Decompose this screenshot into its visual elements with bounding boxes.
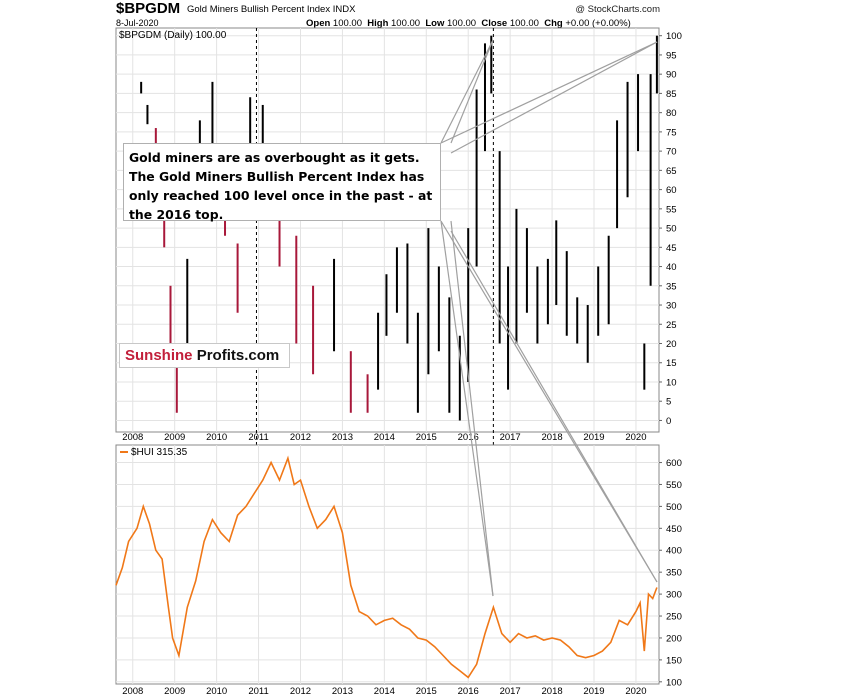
x-tick-label: 2008 bbox=[122, 686, 143, 697]
y-tick-label: 550 bbox=[666, 480, 682, 491]
high-value: 100.00 bbox=[391, 18, 421, 29]
y-tick-label: 0 bbox=[666, 416, 671, 427]
y-tick-label: 100 bbox=[666, 677, 682, 688]
x-tick-label: 2011 bbox=[248, 686, 268, 697]
y-tick-label: 15 bbox=[666, 358, 677, 369]
y-tick-label: 10 bbox=[666, 377, 677, 388]
y-tick-label: 250 bbox=[666, 612, 682, 623]
annotation-callout: Gold miners are as overbought as it gets… bbox=[123, 143, 441, 222]
y-tick-label: 20 bbox=[666, 339, 677, 350]
x-tick-label: 2010 bbox=[206, 686, 227, 697]
x-tick-label: 2018 bbox=[542, 432, 563, 443]
x-tick-label: 2009 bbox=[164, 432, 185, 443]
logo-part-profits: Profits.com bbox=[196, 347, 280, 364]
exchange-label: INDX bbox=[332, 4, 356, 15]
x-tick-label: 2012 bbox=[290, 432, 311, 443]
y-tick-label: 35 bbox=[666, 281, 677, 292]
y-tick-label: 5 bbox=[666, 397, 671, 408]
y-tick-label: 600 bbox=[666, 458, 682, 469]
open-value: 100.00 bbox=[332, 18, 362, 29]
y-tick-label: 450 bbox=[666, 524, 682, 535]
x-tick-label: 2014 bbox=[374, 432, 395, 443]
y-tick-label: 30 bbox=[666, 301, 677, 312]
ohlc-readout: Open 100.00 High 100.00 Low 100.00 Close… bbox=[306, 18, 631, 29]
x-tick-label: 2014 bbox=[374, 686, 395, 697]
stockcharts-credit: @ StockCharts.com bbox=[575, 4, 660, 15]
y-tick-label: 300 bbox=[666, 590, 682, 601]
x-tick-label: 2016 bbox=[458, 686, 479, 697]
chg-value: +0.00 (+0.00%) bbox=[565, 18, 631, 29]
bpgdm-legend: $BPGDM (Daily) 100.00 bbox=[119, 30, 227, 41]
callout-pointer-line bbox=[450, 230, 658, 583]
x-tick-label: 2008 bbox=[122, 432, 143, 443]
x-tick-label: 2015 bbox=[416, 686, 437, 697]
y-tick-label: 85 bbox=[666, 89, 677, 100]
x-tick-label: 2010 bbox=[206, 432, 227, 443]
y-tick-label: 25 bbox=[666, 320, 677, 331]
y-tick-label: 80 bbox=[666, 108, 677, 119]
x-tick-label: 2015 bbox=[416, 432, 437, 443]
callout-pointer-line bbox=[440, 41, 658, 144]
x-tick-label: 2012 bbox=[290, 686, 311, 697]
hui-series-line bbox=[115, 455, 658, 679]
y-tick-label: 500 bbox=[666, 502, 682, 513]
y-tick-label: 400 bbox=[666, 546, 682, 557]
y-tick-label: 100 bbox=[666, 31, 682, 42]
chg-label: Chg bbox=[544, 18, 563, 29]
panel-frame bbox=[115, 444, 660, 685]
y-tick-label: 150 bbox=[666, 655, 682, 666]
chart-date: 8-Jul-2020 bbox=[116, 18, 159, 28]
y-tick-label: 75 bbox=[666, 127, 677, 138]
x-tick-label: 2019 bbox=[583, 686, 604, 697]
y-tick-label: 55 bbox=[666, 204, 677, 215]
x-tick-label: 2017 bbox=[500, 686, 521, 697]
x-tick-label: 2019 bbox=[583, 432, 604, 443]
callout-pointer-line bbox=[440, 39, 494, 144]
chart-symbol: $BPGDM bbox=[116, 0, 181, 17]
panel-frame bbox=[115, 27, 660, 433]
hui-legend: $HUI 315.35 bbox=[131, 447, 188, 458]
y-tick-label: 70 bbox=[666, 147, 677, 158]
x-tick-label: 2020 bbox=[625, 686, 646, 697]
y-tick-label: 45 bbox=[666, 243, 677, 254]
y-tick-label: 95 bbox=[666, 50, 677, 61]
x-tick-label: 2020 bbox=[625, 432, 646, 443]
y-tick-label: 60 bbox=[666, 185, 677, 196]
chart-name: Gold Miners Bullish Percent Index INDX bbox=[187, 4, 355, 15]
y-tick-label: 40 bbox=[666, 262, 677, 273]
low-value: 100.00 bbox=[447, 18, 477, 29]
x-tick-label: 2009 bbox=[164, 686, 185, 697]
x-tick-label: 2018 bbox=[542, 686, 563, 697]
y-tick-label: 200 bbox=[666, 633, 682, 644]
callout-pointer-line bbox=[450, 41, 658, 154]
index-name: Gold Miners Bullish Percent Index bbox=[187, 4, 331, 15]
sunshine-profits-logo: Sunshine Profits.com bbox=[119, 343, 290, 368]
x-tick-label: 2011 bbox=[248, 432, 268, 443]
y-tick-label: 90 bbox=[666, 70, 677, 81]
x-tick-label: 2013 bbox=[332, 686, 353, 697]
callout-pointer-line bbox=[440, 220, 494, 597]
close-label: Close bbox=[481, 18, 508, 29]
x-tick-label: 2017 bbox=[500, 432, 521, 443]
x-tick-label: 2013 bbox=[332, 432, 353, 443]
logo-part-sunshine: Sunshine bbox=[125, 347, 193, 364]
high-label: High bbox=[367, 18, 389, 29]
y-tick-label: 50 bbox=[666, 224, 677, 235]
callout-pointer-line bbox=[450, 220, 494, 597]
low-label: Low bbox=[425, 18, 445, 29]
y-tick-label: 65 bbox=[666, 166, 677, 177]
close-value: 100.00 bbox=[509, 18, 539, 29]
x-tick-label: 2016 bbox=[458, 432, 479, 443]
open-label: Open bbox=[306, 18, 331, 29]
callout-pointer-line bbox=[450, 39, 494, 144]
y-tick-label: 350 bbox=[666, 568, 682, 579]
